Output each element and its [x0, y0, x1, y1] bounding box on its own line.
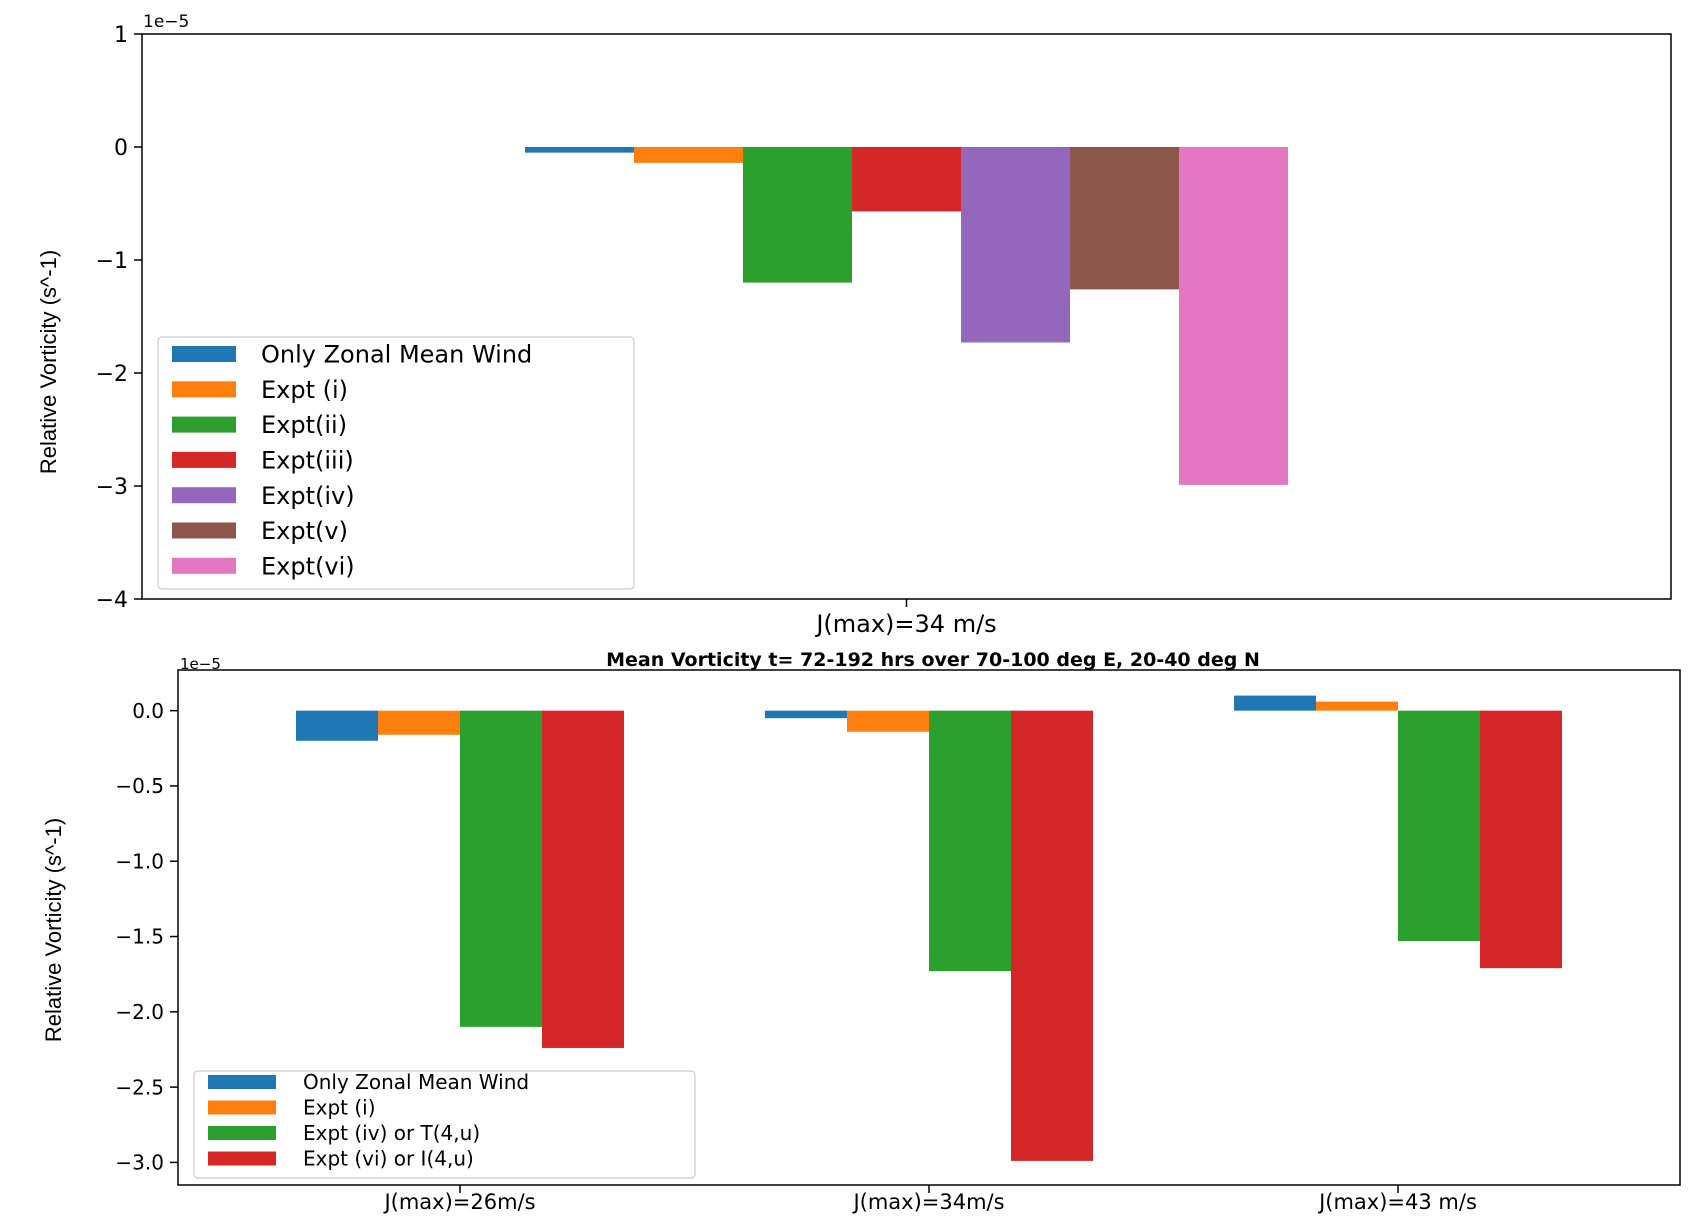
y-tick-label: 1 — [114, 23, 128, 48]
bar — [961, 147, 1070, 343]
legend-swatch — [172, 381, 236, 398]
bar — [378, 710, 460, 735]
chart-top: 1e−5 1 0 −1 −2 −3 −4 J(max)=34 m/s Relative V… — [36, 12, 1672, 638]
y-scale-label: 1e−5 — [180, 655, 221, 673]
y-tick-label: −0.5 — [115, 774, 164, 798]
legend-label: Expt(v) — [261, 517, 348, 545]
bar — [743, 147, 852, 283]
legend-swatch — [208, 1075, 276, 1089]
chart-title: Mean Vorticity t= 72-192 hrs over 70-100… — [606, 649, 1260, 671]
bar — [296, 710, 378, 741]
legend-swatch — [172, 416, 236, 433]
legend-label: Expt (i) — [303, 1096, 376, 1120]
y-scale-label: 1e−5 — [143, 12, 189, 32]
legend-swatch — [172, 522, 236, 539]
chart-bottom: 1e−5 Mean Vorticity t= 72-192 hrs over 7… — [41, 649, 1681, 1214]
legend-label: Expt(vi) — [261, 552, 355, 580]
bar — [525, 147, 634, 153]
legend-box — [157, 336, 635, 590]
y-tick-label: −4 — [96, 588, 128, 613]
y-tick-label: −1 — [96, 249, 128, 274]
bar — [1179, 147, 1288, 485]
bar — [1316, 701, 1398, 711]
y-tick-label: 0.0 — [132, 699, 164, 723]
y-ticks: 0.0 −0.5 −1.0 −1.5 −2.0 −2.5 −3.0 — [115, 699, 178, 1175]
bar — [1070, 147, 1179, 290]
legend-label: Expt(iii) — [261, 447, 354, 475]
bar — [634, 147, 743, 163]
bar — [1234, 695, 1316, 711]
y-tick-label: −3 — [96, 475, 128, 500]
bar — [1480, 710, 1562, 969]
bar — [852, 147, 961, 212]
bars-group — [525, 147, 1288, 485]
legend-swatch — [208, 1151, 276, 1166]
x-tick-label: J(max)=26m/s — [382, 1190, 535, 1214]
y-tick-label: −3.0 — [115, 1151, 164, 1175]
x-tick-label: J(max)=34 m/s — [814, 610, 996, 638]
legend-label: Expt(iv) — [261, 482, 355, 510]
x-ticks: J(max)=34 m/s — [814, 599, 997, 638]
y-axis-label: Relative Vorticity (s^-1) — [41, 818, 66, 1042]
legend-label: Only Zonal Mean Wind — [261, 341, 532, 369]
x-ticks: J(max)=26m/s J(max)=34m/s J(max)=43 m/s — [382, 1185, 1477, 1214]
y-axis-label: Relative Vorticity (s^-1) — [36, 250, 61, 474]
legend-box — [193, 1070, 696, 1179]
x-tick-label: J(max)=34m/s — [851, 1190, 1004, 1214]
bar — [847, 710, 929, 732]
y-tick-label: −1.5 — [115, 925, 164, 949]
bar — [1011, 710, 1093, 1161]
bars-group — [296, 695, 1562, 1161]
legend-swatch — [172, 557, 236, 574]
legend-swatch — [172, 451, 236, 468]
legend-swatch — [172, 346, 236, 362]
legend-swatch — [208, 1126, 276, 1140]
y-tick-label: −2.0 — [115, 1000, 164, 1024]
legend-swatch — [172, 487, 236, 504]
legend: Only Zonal Mean Wind Expt (i) Expt(ii) Expt… — [157, 336, 635, 590]
y-tick-label: 0 — [114, 136, 128, 161]
y-tick-label: −2 — [96, 362, 128, 387]
y-tick-label: −2.5 — [115, 1075, 164, 1099]
legend-swatch — [208, 1100, 276, 1115]
bar — [765, 710, 847, 719]
bar — [460, 710, 542, 1027]
legend-label: Expt(ii) — [261, 411, 347, 439]
bar — [929, 710, 1011, 972]
legend-label: Expt (vi) or I(4,u) — [303, 1147, 474, 1171]
legend-label: Expt (i) — [261, 376, 348, 404]
y-ticks: 1 0 −1 −2 −3 −4 — [96, 23, 142, 613]
y-tick-label: −1.0 — [115, 849, 164, 873]
legend-label: Only Zonal Mean Wind — [303, 1070, 529, 1094]
x-tick-label: J(max)=43 m/s — [1317, 1190, 1477, 1214]
legend-label: Expt (iv) or T(4,u) — [303, 1121, 480, 1145]
bar — [1398, 710, 1480, 942]
bar — [542, 710, 624, 1048]
